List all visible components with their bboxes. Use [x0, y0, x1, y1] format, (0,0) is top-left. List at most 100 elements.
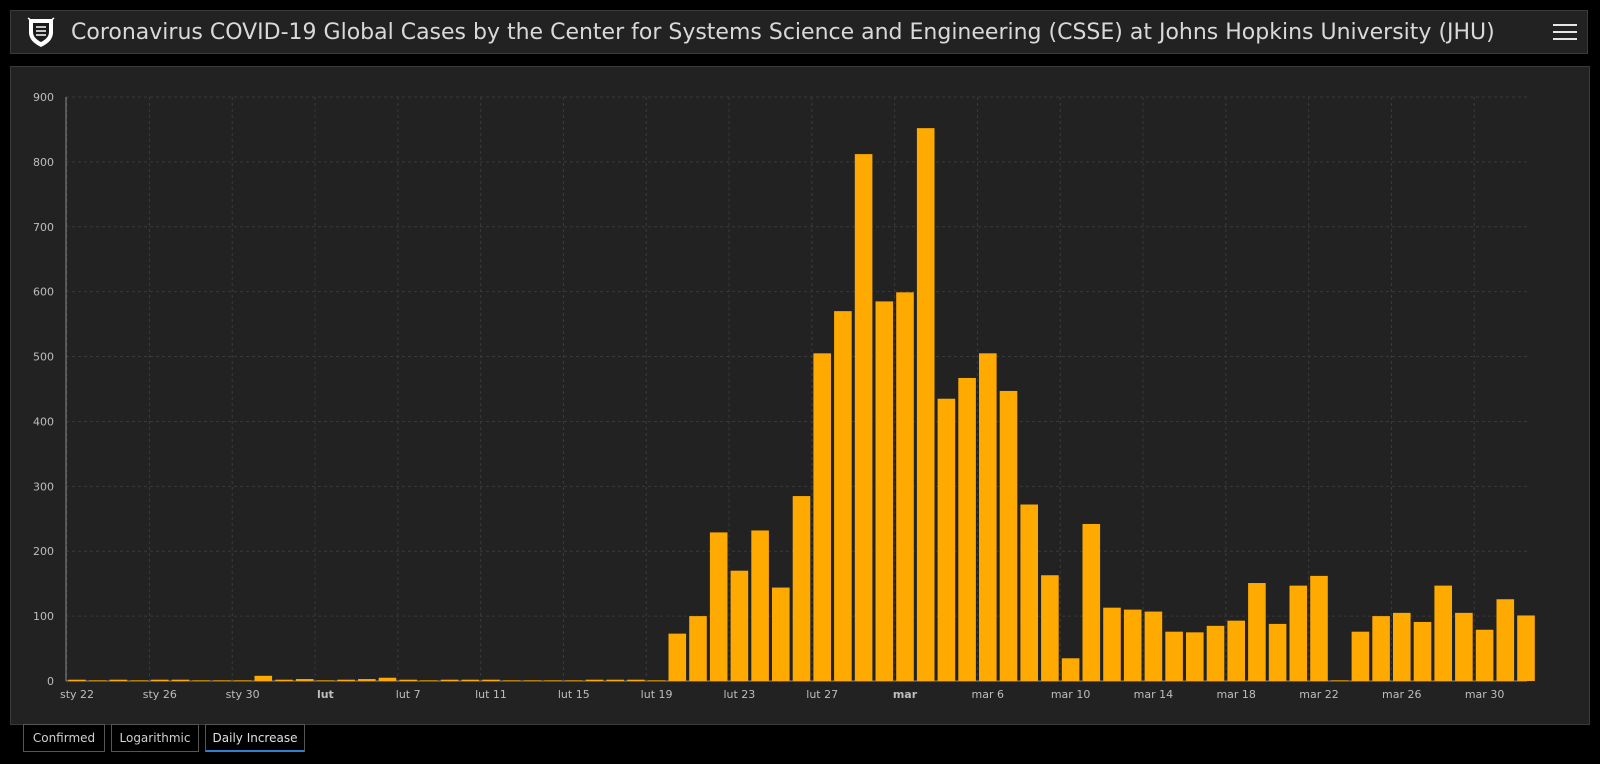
bar: [647, 680, 666, 681]
x-tick-label: mar 6: [972, 688, 1004, 701]
bar: [1123, 609, 1142, 681]
x-tick-label: lut 15: [558, 688, 590, 701]
bar: [502, 680, 521, 681]
x-tick-label: lut 23: [723, 688, 755, 701]
bar: [358, 679, 376, 681]
bar: [1206, 625, 1225, 681]
bar: [875, 301, 894, 681]
bar: [813, 353, 831, 681]
x-tick-label: lut 7: [396, 688, 421, 701]
bar: [1289, 585, 1308, 681]
bar: [109, 679, 128, 681]
bar: [834, 311, 852, 681]
page-title: Coronavirus COVID-19 Global Cases by the…: [71, 20, 1495, 45]
x-tick-label: sty 26: [143, 688, 177, 701]
bar: [378, 677, 397, 681]
bar: [1455, 612, 1473, 681]
x-tick-label: sty 30: [226, 688, 260, 701]
bar: [1248, 583, 1266, 681]
x-tick-label: mar 10: [1051, 688, 1090, 701]
bar: [709, 532, 728, 681]
bar: [151, 679, 169, 681]
x-tick-label: mar 18: [1216, 688, 1255, 701]
bar: [1330, 680, 1349, 681]
y-tick-label: 100: [33, 610, 54, 623]
bar: [999, 390, 1018, 681]
bar: [295, 679, 314, 681]
bar: [1082, 523, 1101, 681]
bar: [958, 377, 976, 681]
bar: [1103, 607, 1121, 681]
bar: [1061, 658, 1080, 681]
x-tick-label: mar 22: [1299, 688, 1338, 701]
bar: [916, 128, 935, 681]
bar: [337, 679, 355, 681]
bar: [689, 616, 707, 681]
x-tick-label: lut 19: [641, 688, 673, 701]
bar: [1372, 616, 1390, 681]
y-tick-label: 800: [33, 156, 54, 169]
bar: [606, 679, 624, 681]
bar: [1268, 623, 1287, 681]
bar: [213, 680, 231, 681]
y-tick-label: 700: [33, 221, 54, 234]
x-tick-label: lut: [317, 688, 334, 701]
tab-daily-increase[interactable]: Daily Increase: [205, 724, 305, 752]
y-tick-label: 200: [33, 545, 54, 558]
bar: [854, 154, 873, 681]
bar: [1144, 611, 1163, 681]
bar: [1475, 629, 1494, 681]
bar: [233, 680, 252, 681]
bar: [1496, 599, 1515, 681]
bar: [316, 680, 335, 681]
bar: [751, 530, 769, 681]
y-tick-label: 600: [33, 286, 54, 299]
bar: [440, 679, 459, 681]
bar: [192, 680, 210, 681]
bar: [420, 680, 438, 681]
chart-panel: 0 100 200 300 400 500 600 700 800 900 sty 22 sty 26…: [10, 66, 1590, 725]
x-tick-label: sty 22: [60, 688, 94, 701]
bar: [88, 680, 107, 681]
hamburger-menu-icon[interactable]: [1553, 21, 1577, 45]
bar: [130, 680, 148, 681]
bar: [1310, 575, 1328, 681]
bar: [254, 675, 273, 681]
y-tick-label: 300: [33, 480, 54, 493]
y-tick-label: 900: [33, 91, 54, 104]
bar: [585, 679, 604, 681]
app-header: Coronavirus COVID-19 Global Cases by the…: [10, 10, 1588, 54]
x-tick-label: mar 26: [1382, 688, 1421, 701]
bar: [668, 633, 687, 681]
bar: [730, 570, 749, 681]
bar: [275, 679, 293, 681]
x-tick-label: mar: [893, 688, 918, 701]
tab-logarithmic[interactable]: Logarithmic: [111, 724, 199, 752]
bar: [1351, 631, 1370, 681]
x-tick-label: lut 27: [806, 688, 838, 701]
bar: [565, 680, 583, 681]
bar: [544, 680, 562, 681]
bar: [1517, 615, 1535, 681]
bar: [1413, 621, 1432, 681]
bar: [171, 679, 190, 681]
bar: [792, 496, 811, 681]
bar: [1165, 631, 1183, 681]
x-tick-label: mar 30: [1465, 688, 1504, 701]
bar: [772, 587, 790, 681]
y-tick-label: 0: [47, 675, 54, 688]
y-tick-label: 500: [33, 351, 54, 364]
bar: [896, 292, 914, 681]
bar: [523, 680, 542, 681]
bar: [399, 679, 417, 681]
bar: [1227, 620, 1245, 681]
bar: [68, 679, 86, 681]
bar: [979, 353, 997, 681]
bar: [461, 679, 480, 681]
tab-confirmed[interactable]: Confirmed: [23, 724, 105, 752]
y-tick-label: 400: [33, 415, 54, 428]
bar: [1020, 504, 1038, 681]
bar: [1186, 632, 1204, 681]
bar: [1041, 575, 1059, 681]
bar: [1434, 585, 1452, 681]
